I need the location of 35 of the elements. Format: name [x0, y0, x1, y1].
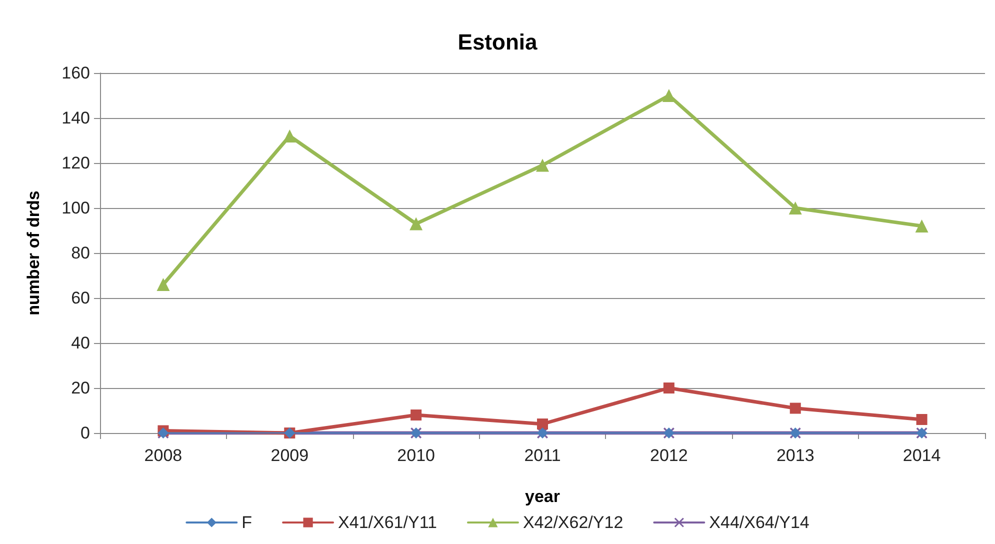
- point: [537, 418, 548, 430]
- chart-title: Estonia: [458, 30, 538, 54]
- y-tick-label: 160: [62, 64, 90, 82]
- y-tick-label: 20: [71, 378, 90, 398]
- point: [662, 89, 676, 102]
- legend-label: X42/X62/Y12: [522, 513, 624, 532]
- point: [915, 220, 928, 232]
- y-tick-label: 80: [71, 244, 90, 262]
- x-tick-label: 2011: [524, 446, 561, 465]
- y-tick-label: 140: [62, 108, 90, 128]
- point: [156, 278, 170, 291]
- point: [790, 402, 801, 414]
- point: [283, 130, 296, 142]
- x-tick-label: 2009: [270, 446, 309, 465]
- point: [410, 410, 422, 420]
- y-tick-label: 0: [80, 424, 90, 442]
- point: [916, 414, 928, 425]
- point: [536, 158, 549, 172]
- point: [663, 382, 674, 394]
- x-tick-label: 2013: [776, 446, 814, 465]
- x-tick-label: 2008: [144, 446, 182, 465]
- x-axis-title: year: [525, 487, 560, 506]
- x-tick-label: 2010: [397, 446, 435, 465]
- y-tick-label: 60: [71, 288, 90, 308]
- y-tick-label: 100: [62, 198, 90, 218]
- y-axis-title: number of drds: [24, 190, 43, 316]
- legend-label: F: [242, 513, 252, 532]
- x-tick-label: 2012: [650, 446, 688, 465]
- x-tick-label: 2014: [902, 446, 941, 465]
- point: [410, 217, 423, 230]
- point: [788, 202, 802, 214]
- y-tick-label: 120: [62, 154, 90, 172]
- legend-label: X44/X64/Y14: [709, 513, 810, 532]
- legend-label: X41/X61/Y11: [338, 513, 437, 532]
- y-tick-label: 40: [71, 334, 90, 352]
